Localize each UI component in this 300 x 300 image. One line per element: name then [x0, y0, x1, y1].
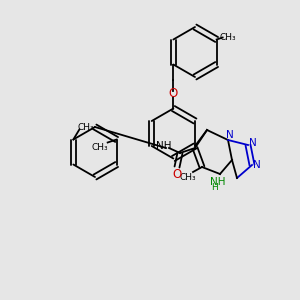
Text: NH: NH: [156, 141, 172, 151]
Text: CH₃: CH₃: [91, 143, 108, 152]
Text: CH₃: CH₃: [77, 123, 94, 132]
Text: CH₃: CH₃: [180, 172, 196, 182]
Text: O: O: [172, 167, 182, 181]
Text: H: H: [211, 184, 218, 193]
Text: O: O: [169, 87, 178, 100]
Text: CH₃: CH₃: [219, 33, 236, 42]
Text: NH: NH: [210, 177, 226, 187]
Text: N: N: [253, 160, 261, 170]
Text: N: N: [249, 138, 257, 148]
Text: N: N: [226, 130, 234, 140]
